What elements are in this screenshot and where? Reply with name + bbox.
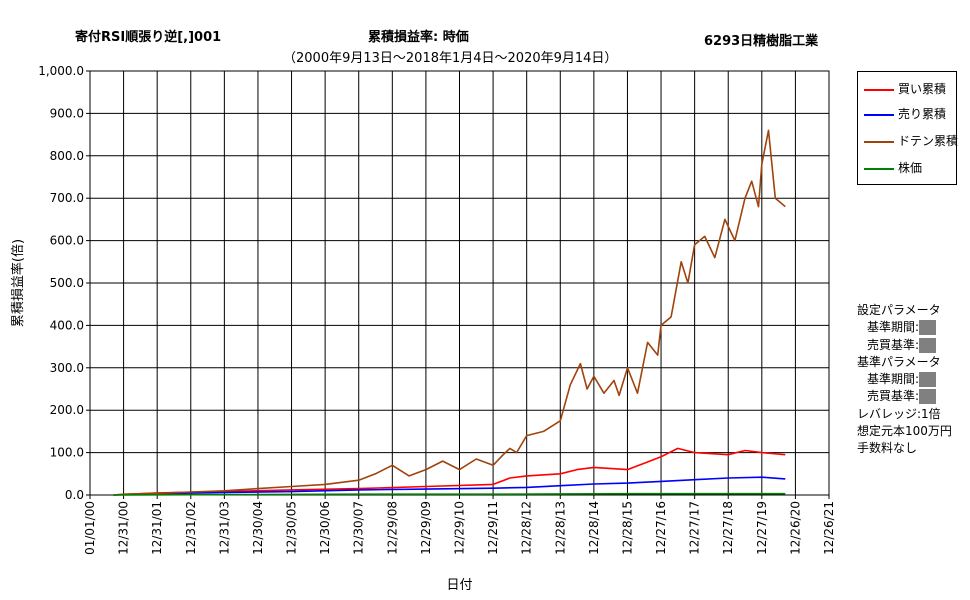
x-tick-label: 12/31/03 bbox=[217, 501, 231, 555]
setting-period-label: 基準期間: bbox=[867, 320, 920, 335]
legend-swatch-doten bbox=[864, 140, 894, 143]
x-tick-label: 12/26/20 bbox=[788, 501, 802, 555]
leverage-text: レバレッジ:1倍 bbox=[857, 406, 941, 421]
legend-swatch-buy bbox=[864, 88, 894, 91]
parameter-panel: 設定パラメータ 基準期間: 売買基準: 基準パラメータ 基準期間: 売買基準: … bbox=[857, 302, 952, 458]
legend-label-price: 株価 bbox=[898, 161, 923, 175]
series-line-1 bbox=[113, 476, 786, 496]
setting-period-row: 基準期間: bbox=[857, 319, 952, 336]
base-criteria-row: 売買基準: bbox=[857, 388, 952, 405]
base-period-row: 基準期間: bbox=[857, 371, 952, 388]
x-tick-label: 01/01/00 bbox=[83, 501, 97, 555]
legend-item-sell: 売り累積 bbox=[864, 105, 946, 125]
y-tick-label: 200.0 bbox=[50, 403, 84, 417]
legend-swatch-sell bbox=[864, 113, 894, 116]
x-tick-label: 12/30/07 bbox=[352, 501, 366, 555]
redacted-value bbox=[919, 337, 937, 353]
legend-label-doten: ドテン累積 bbox=[898, 134, 959, 148]
x-tick-label: 12/30/05 bbox=[285, 501, 299, 555]
x-axis-label: 日付 bbox=[446, 578, 472, 593]
series-line-0 bbox=[113, 447, 786, 496]
x-tick-label: 12/31/00 bbox=[117, 501, 131, 555]
y-tick-label: 700.0 bbox=[50, 191, 84, 205]
series-line-2 bbox=[113, 129, 786, 496]
x-tick-label: 12/27/17 bbox=[688, 501, 702, 555]
x-tick-label: 12/29/10 bbox=[453, 501, 467, 555]
y-tick-label: 0.0 bbox=[65, 488, 84, 502]
base-params-title: 基準パラメータ bbox=[857, 354, 941, 369]
y-tick-label: 800.0 bbox=[50, 149, 84, 163]
stock-title: 6293日精樹脂工業 bbox=[704, 34, 819, 49]
x-tick-label: 12/28/13 bbox=[553, 501, 567, 555]
base-period-label: 基準期間: bbox=[867, 372, 920, 387]
x-tick-label: 12/28/15 bbox=[620, 501, 634, 555]
x-tick-label: 12/31/02 bbox=[184, 501, 198, 555]
legend-item-doten: ドテン累積 bbox=[864, 132, 958, 152]
y-tick-label: 300.0 bbox=[50, 361, 84, 375]
y-tick-label: 100.0 bbox=[50, 446, 84, 460]
legend-swatch-price bbox=[864, 167, 894, 170]
setting-params-title: 設定パラメータ bbox=[857, 303, 941, 317]
x-tick-label: 12/27/19 bbox=[755, 501, 769, 555]
legend: 買い累積 売り累積 ドテン累積 株価 bbox=[857, 71, 958, 185]
x-tick-label: 12/29/08 bbox=[385, 501, 399, 555]
x-tick-label: 12/29/09 bbox=[419, 501, 433, 555]
metric-title: 累積損益率: 時価 bbox=[368, 30, 469, 45]
x-tick-label: 12/30/06 bbox=[318, 501, 332, 555]
setting-criteria-label: 売買基準: bbox=[867, 337, 920, 352]
y-tick-label: 900.0 bbox=[50, 106, 84, 120]
y-axis-label: 累積損益率(倍) bbox=[10, 239, 26, 327]
x-tick-label: 12/30/04 bbox=[251, 501, 265, 555]
legend-label-sell: 売り累積 bbox=[898, 107, 947, 121]
base-criteria-label: 売買基準: bbox=[867, 389, 920, 404]
x-tick-label: 12/28/14 bbox=[587, 501, 601, 555]
x-tick-label: 12/29/11 bbox=[486, 501, 500, 555]
x-tick-label: 12/31/01 bbox=[150, 501, 164, 555]
strategy-title: 寄付RSI順張り逆[,]001 bbox=[75, 30, 222, 45]
redacted-value bbox=[919, 389, 937, 405]
y-tick-label: 600.0 bbox=[50, 234, 84, 248]
x-tick-label: 12/27/18 bbox=[721, 501, 735, 555]
y-tick-label: 500.0 bbox=[50, 276, 84, 290]
setting-criteria-row: 売買基準: bbox=[857, 337, 952, 354]
x-tick-label: 12/27/16 bbox=[654, 501, 668, 555]
fee-text: 手数料なし bbox=[857, 441, 918, 456]
period-subtitle: （2000年9月13日～2018年1月4日～2020年9月14日） bbox=[283, 51, 618, 66]
x-tick-label: 12/28/12 bbox=[520, 501, 534, 555]
legend-label-buy: 買い累積 bbox=[898, 82, 947, 96]
series-line-3 bbox=[113, 492, 786, 496]
legend-item-buy: 買い累積 bbox=[864, 80, 946, 100]
x-tick-label: 12/26/21 bbox=[822, 501, 836, 555]
legend-item-price: 株価 bbox=[864, 159, 922, 179]
redacted-value bbox=[919, 320, 937, 336]
y-tick-label: 1,000.0 bbox=[38, 64, 84, 78]
redacted-value bbox=[919, 372, 937, 388]
capital-text: 想定元本100万円 bbox=[857, 424, 952, 439]
y-tick-label: 400.0 bbox=[50, 318, 84, 332]
